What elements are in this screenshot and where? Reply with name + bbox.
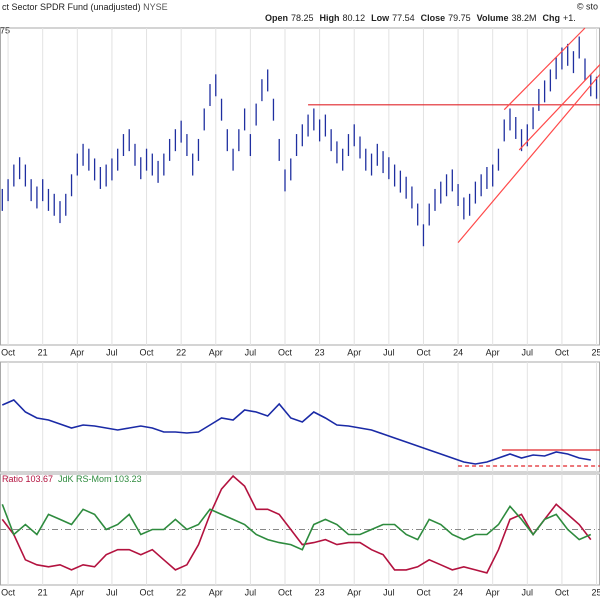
quote-value: +1. [563,13,576,23]
trend-line [503,27,586,111]
x-tick-label: 23 [315,587,325,597]
x-tick-label: Apr [209,347,223,357]
quote-label: High [320,13,340,23]
quote-value: 80.12 [343,13,366,23]
x-tick-label: Jul [522,347,534,357]
x-tick-label: Oct [278,587,293,597]
legend-entry: JdK RS-Mom 103.23 [58,474,142,484]
x-tick-label: 25 [592,587,600,597]
quote-label: Low [371,13,390,23]
x-tick-label: Jul [383,347,395,357]
quote-label: Close [421,13,446,23]
x-tick-label: Oct [416,347,431,357]
x-tick-label: 24 [453,347,463,357]
quote-value: 38.2M [512,13,537,23]
watermark: © sto [577,1,598,11]
trend-line [518,64,600,151]
x-tick-label: Oct [1,347,16,357]
x-tick-label: Oct [416,587,431,597]
x-tick-label: Jul [383,587,395,597]
legend: Ratio 103.67 JdK RS-Mom 103.23 [2,474,142,484]
x-tick-label: Apr [70,347,84,357]
x-tick-label: Oct [140,587,155,597]
quote: Open 78.25 High 80.12 Low 77.54 Close 79.75 Volu… [265,13,576,23]
panel-frame [0,361,600,473]
panel-frame [0,27,600,346]
exchange: NYSE [143,2,168,12]
x-tick-label: Oct [278,347,293,357]
x-tick-label: 25 [592,347,600,357]
x-tick-label: Apr [347,347,361,357]
trend-line [457,73,600,243]
series-line [1,399,591,465]
fund-title: ct Sector SPDR Fund (unadjusted) NYSE [2,2,168,12]
title: ct Sector SPDR Fund (unadjusted) [2,2,141,12]
x-tick-label: Oct [555,587,570,597]
x-tick-label: 21 [38,587,48,597]
x-tick-label: Apr [209,587,223,597]
x-tick-label: Jul [522,587,534,597]
x-tick-label: Oct [555,347,570,357]
x-tick-label: 24 [453,587,463,597]
x-tick-label: Apr [486,347,500,357]
series-line [1,474,592,574]
x-tick-label: Apr [70,587,84,597]
x-tick-label: Jul [106,347,118,357]
x-tick-label: Jul [245,587,257,597]
quote-label: Volume [477,13,509,23]
quote-value: 78.25 [291,13,314,23]
quote-label: Chg [543,13,561,23]
x-tick-label: 21 [38,347,48,357]
quote-value: 79.75 [448,13,471,23]
quote-value: 77.54 [392,13,415,23]
legend-entry: Ratio 103.67 [2,474,53,484]
x-tick-label: 22 [176,587,186,597]
x-tick-label: 22 [176,347,186,357]
series-line [1,504,592,551]
quote-label: Open [265,13,288,23]
x-tick-label: 23 [315,347,325,357]
x-tick-label: Jul [245,347,257,357]
x-tick-label: Apr [486,587,500,597]
x-tick-label: Jul [106,587,118,597]
price-fragment: 75 [0,25,10,35]
x-tick-label: Oct [140,347,155,357]
x-tick-label: Oct [1,587,16,597]
x-tick-label: Apr [347,587,361,597]
